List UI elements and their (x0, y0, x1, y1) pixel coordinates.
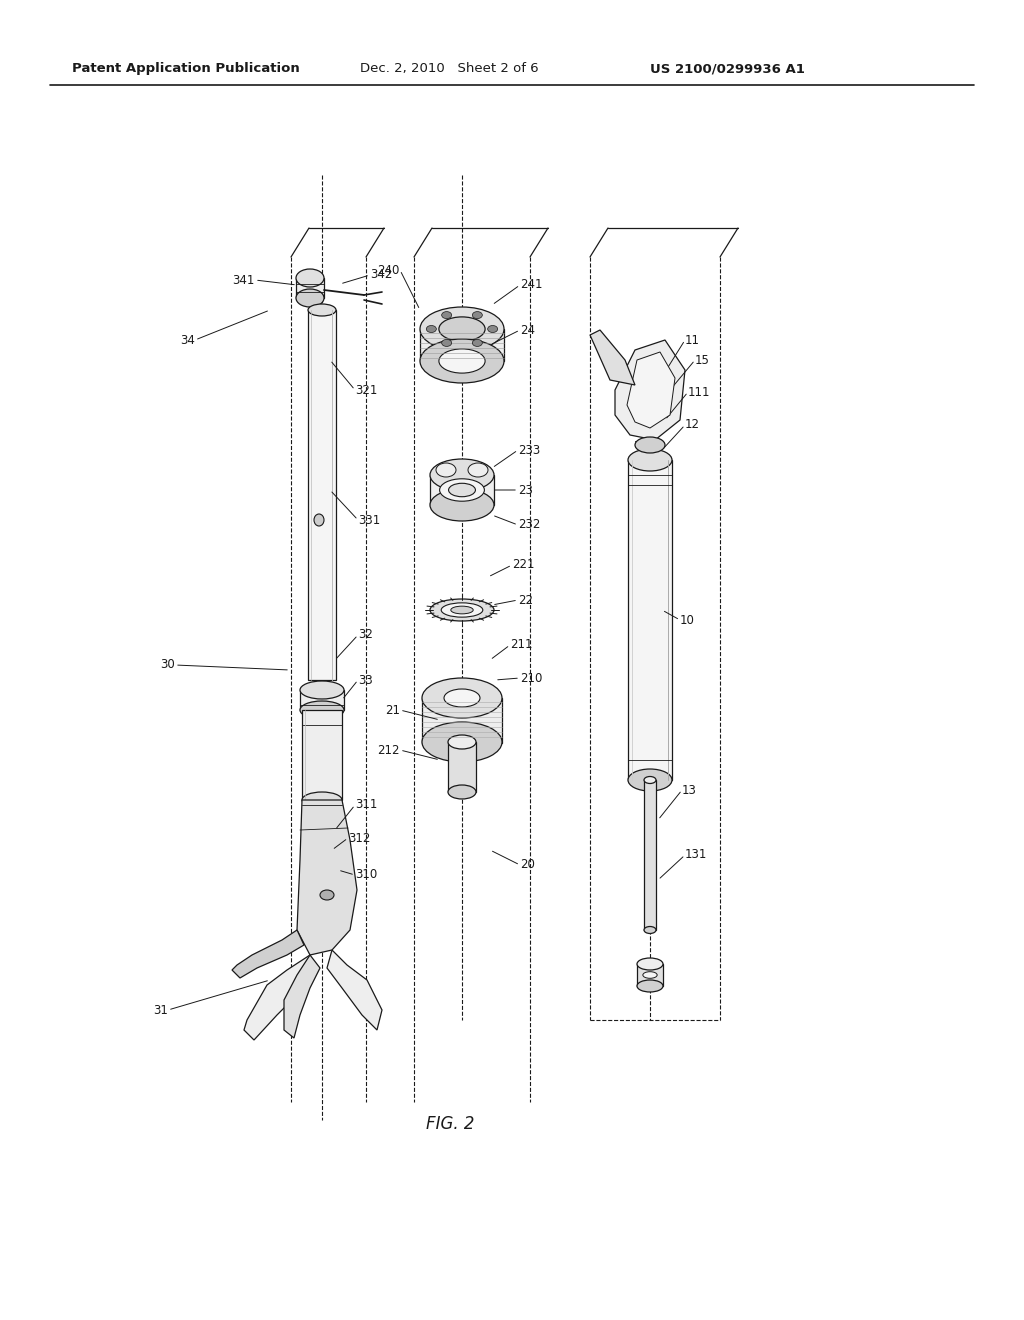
Text: 34: 34 (180, 334, 195, 346)
Text: 321: 321 (355, 384, 378, 396)
Ellipse shape (644, 927, 656, 933)
Bar (300, 690, 344, 710)
Text: 331: 331 (358, 513, 380, 527)
Ellipse shape (439, 479, 484, 502)
Text: 15: 15 (695, 354, 710, 367)
Text: 11: 11 (685, 334, 700, 346)
Ellipse shape (439, 317, 485, 341)
Ellipse shape (296, 289, 324, 308)
Polygon shape (284, 954, 319, 1038)
Text: 210: 210 (520, 672, 543, 685)
Ellipse shape (319, 890, 334, 900)
Ellipse shape (444, 689, 480, 708)
Ellipse shape (422, 722, 502, 762)
Text: 30: 30 (160, 659, 175, 672)
Ellipse shape (296, 269, 324, 286)
Text: 32: 32 (358, 628, 373, 642)
Text: 23: 23 (518, 483, 532, 496)
Ellipse shape (300, 681, 344, 700)
Ellipse shape (472, 312, 482, 318)
Ellipse shape (430, 599, 494, 620)
Ellipse shape (472, 339, 482, 346)
Ellipse shape (308, 304, 336, 315)
Ellipse shape (441, 603, 482, 618)
Text: 311: 311 (355, 799, 378, 812)
Bar (637, 964, 663, 986)
Ellipse shape (441, 339, 452, 346)
Polygon shape (327, 950, 382, 1030)
Text: 240: 240 (378, 264, 400, 276)
Text: 111: 111 (688, 385, 711, 399)
Ellipse shape (420, 308, 504, 351)
Ellipse shape (468, 463, 488, 477)
Text: 342: 342 (370, 268, 392, 281)
Ellipse shape (436, 463, 456, 477)
Ellipse shape (302, 792, 342, 808)
Bar (644, 780, 656, 931)
Ellipse shape (643, 972, 657, 978)
Ellipse shape (420, 339, 504, 383)
Polygon shape (590, 330, 635, 385)
Text: 310: 310 (355, 869, 377, 882)
Text: 24: 24 (520, 323, 535, 337)
Text: Dec. 2, 2010   Sheet 2 of 6: Dec. 2, 2010 Sheet 2 of 6 (360, 62, 539, 75)
Text: 13: 13 (682, 784, 697, 796)
Text: 212: 212 (378, 743, 400, 756)
Bar (420, 329, 504, 360)
Ellipse shape (637, 979, 663, 993)
Bar (430, 475, 494, 506)
Bar (302, 710, 342, 800)
Polygon shape (615, 341, 685, 440)
Ellipse shape (628, 770, 672, 791)
Text: 211: 211 (510, 639, 532, 652)
Bar (422, 698, 502, 743)
Text: 12: 12 (685, 418, 700, 432)
Ellipse shape (449, 735, 476, 748)
Ellipse shape (628, 449, 672, 471)
Ellipse shape (487, 326, 498, 333)
Ellipse shape (314, 513, 324, 525)
Text: 341: 341 (232, 273, 255, 286)
Ellipse shape (300, 701, 344, 719)
Text: 31: 31 (154, 1003, 168, 1016)
Text: 221: 221 (512, 558, 535, 572)
Text: 312: 312 (348, 832, 371, 845)
Polygon shape (297, 800, 357, 954)
Text: 33: 33 (358, 673, 373, 686)
Polygon shape (232, 931, 304, 978)
Polygon shape (627, 352, 675, 428)
Text: 22: 22 (518, 594, 534, 606)
Text: 20: 20 (520, 858, 535, 871)
Text: 233: 233 (518, 444, 541, 457)
Bar (628, 459, 672, 780)
Ellipse shape (635, 437, 665, 453)
Ellipse shape (422, 678, 502, 718)
Text: FIG. 2: FIG. 2 (426, 1115, 474, 1133)
Text: 241: 241 (520, 279, 543, 292)
Bar (308, 310, 336, 680)
Ellipse shape (637, 958, 663, 970)
Text: 10: 10 (680, 614, 695, 627)
Text: 21: 21 (385, 704, 400, 717)
Text: 232: 232 (518, 519, 541, 532)
Ellipse shape (451, 606, 473, 614)
Ellipse shape (426, 326, 436, 333)
Ellipse shape (430, 459, 494, 491)
Text: 131: 131 (685, 849, 708, 862)
Ellipse shape (439, 348, 485, 374)
Bar (296, 279, 324, 298)
Ellipse shape (644, 776, 656, 784)
Polygon shape (244, 954, 312, 1040)
Text: US 2100/0299936 A1: US 2100/0299936 A1 (650, 62, 805, 75)
Bar (449, 742, 476, 792)
Ellipse shape (449, 483, 475, 496)
Ellipse shape (449, 785, 476, 799)
Text: Patent Application Publication: Patent Application Publication (72, 62, 300, 75)
Ellipse shape (441, 312, 452, 318)
Ellipse shape (430, 488, 494, 521)
